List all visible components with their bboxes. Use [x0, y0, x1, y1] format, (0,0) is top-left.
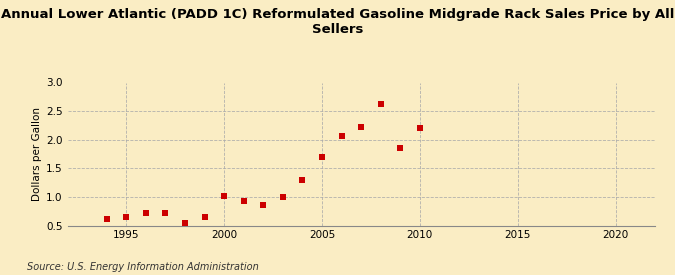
Point	[375, 101, 386, 106]
Point	[297, 178, 308, 183]
Point	[219, 194, 230, 199]
Point	[101, 217, 112, 221]
Point	[395, 146, 406, 150]
Point	[121, 215, 132, 220]
Point	[258, 203, 269, 208]
Point	[336, 134, 347, 139]
Text: Source: U.S. Energy Information Administration: Source: U.S. Energy Information Administ…	[27, 262, 259, 272]
Point	[160, 211, 171, 216]
Y-axis label: Dollars per Gallon: Dollars per Gallon	[32, 107, 42, 201]
Point	[277, 195, 288, 200]
Point	[140, 211, 151, 215]
Text: Annual Lower Atlantic (PADD 1C) Reformulated Gasoline Midgrade Rack Sales Price : Annual Lower Atlantic (PADD 1C) Reformul…	[1, 8, 674, 36]
Point	[199, 215, 210, 220]
Point	[317, 155, 327, 160]
Point	[414, 125, 425, 130]
Point	[180, 221, 190, 225]
Point	[238, 199, 249, 204]
Point	[356, 124, 367, 129]
